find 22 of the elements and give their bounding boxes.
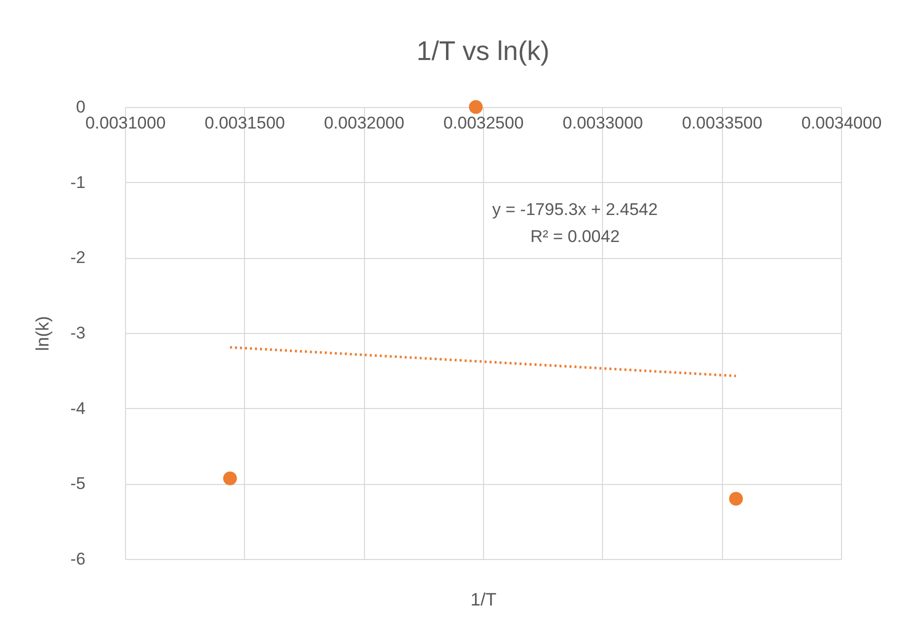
annotation: R² = 0.0042 [530, 227, 620, 246]
point [729, 492, 743, 506]
y-tick-label: -2 [70, 248, 86, 268]
annotation: y = -1795.3x + 2.4542 [492, 200, 658, 219]
x-tick-label: 0.0034000 [801, 114, 882, 132]
chart-title: 1/T vs ln(k) [416, 36, 550, 66]
y-tick-label: -5 [70, 474, 86, 494]
y-tick-label: -1 [70, 172, 86, 192]
x-axis-title: 1/T [470, 590, 497, 610]
x-tick-label: 0.0032000 [324, 114, 404, 132]
y-tick-label: -3 [70, 324, 86, 342]
y-tick-label: 0 [76, 98, 86, 116]
point [223, 472, 237, 486]
point [468, 100, 483, 114]
x-tick-label: 0.0032500 [443, 114, 524, 132]
x-tick-label: 0.0031500 [204, 114, 286, 132]
x-tick-label: 0.0031000 [85, 114, 166, 132]
y-tick-label: -4 [70, 398, 86, 418]
x-tick-label: 0.0033500 [682, 114, 762, 132]
x-tick-label: 0.0033000 [562, 114, 644, 132]
y-tick-label: -6 [70, 550, 86, 568]
y-axis-title: ln(k) [32, 316, 52, 351]
